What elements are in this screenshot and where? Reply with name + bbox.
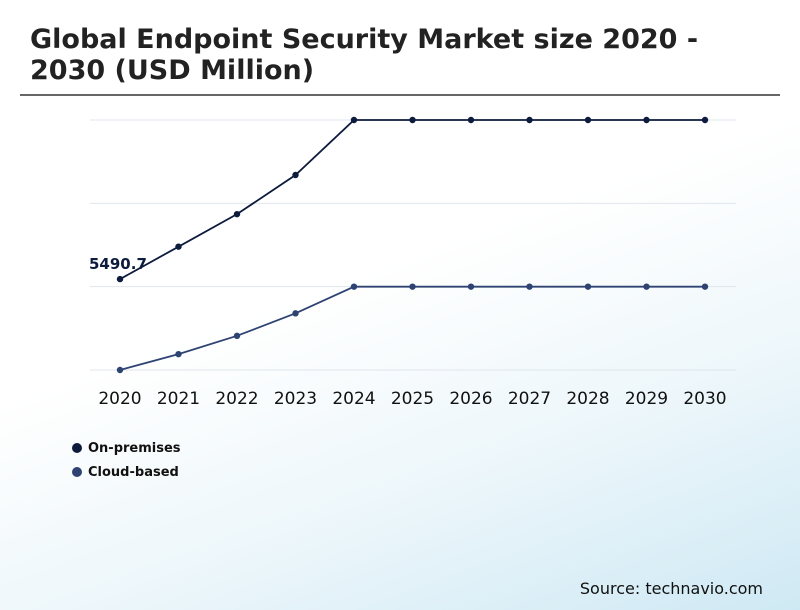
data-point [701, 116, 709, 124]
legend: On-premises Cloud-based [72, 436, 181, 484]
chart-title: Global Endpoint Security Market size 202… [30, 24, 699, 86]
data-point [701, 283, 709, 290]
data-point [175, 243, 182, 250]
legend-label: On-premises [88, 440, 181, 456]
series-line-cloud-based [119, 285, 705, 371]
x-tick-label: 2023 [274, 389, 317, 409]
x-tick-label: 2029 [625, 389, 668, 409]
data-point [643, 283, 650, 290]
data-point [526, 283, 533, 290]
x-tick-label: 2021 [157, 389, 200, 409]
data-point [409, 116, 416, 124]
x-tick-label: 2028 [566, 389, 609, 409]
x-tick-label: 2020 [98, 389, 141, 409]
legend-item-cloud-based: Cloud-based [72, 460, 181, 484]
data-point [409, 283, 416, 290]
data-point [292, 171, 299, 179]
data-point [584, 116, 592, 124]
data-point [233, 332, 241, 340]
source-note: Source: technavio.com [579, 579, 763, 598]
data-point [584, 283, 592, 290]
data-point [350, 283, 358, 290]
data-point [292, 310, 299, 317]
data-point [467, 283, 475, 290]
data-point [643, 116, 650, 124]
x-tick-label: 2022 [215, 389, 258, 409]
x-tick-label: 2026 [449, 389, 492, 409]
legend-marker [72, 443, 82, 453]
data-point [350, 116, 358, 124]
legend-item-on-premises: On-premises [72, 436, 181, 460]
data-point [467, 116, 475, 124]
data-label: 5490.7 [89, 255, 147, 273]
legend-label: Cloud-based [88, 464, 179, 480]
series-line-on-premises [119, 119, 705, 280]
legend-marker [72, 467, 82, 477]
data-point [175, 350, 182, 358]
x-tick-label: 2025 [391, 389, 434, 409]
data-point [526, 116, 533, 124]
x-tick-label: 2030 [683, 389, 726, 409]
x-tick-label: 2027 [508, 389, 551, 409]
data-point [233, 210, 241, 218]
line-chart: 2020 2021 2022 2023 2024 2025 2026 2027 2028 2029… [89, 116, 736, 409]
title-divider [20, 94, 780, 96]
x-tick-label: 2024 [332, 389, 375, 409]
data-point [116, 275, 124, 283]
data-point [116, 366, 124, 374]
